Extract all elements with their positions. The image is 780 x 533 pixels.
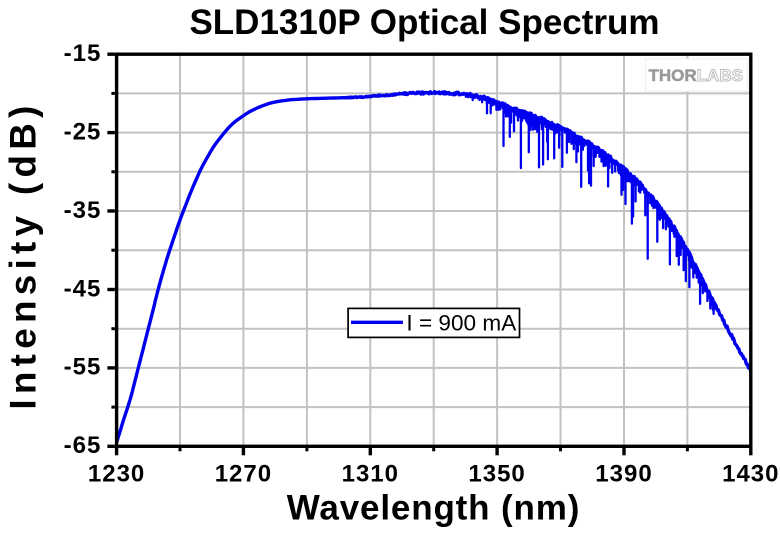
- svg-text:1390: 1390: [595, 461, 652, 488]
- svg-text:1270: 1270: [215, 461, 272, 488]
- svg-text:-15: -15: [64, 40, 102, 67]
- svg-text:1430: 1430: [722, 461, 779, 488]
- svg-text:Wavelength (nm): Wavelength (nm): [287, 488, 580, 527]
- svg-text:1230: 1230: [88, 461, 145, 488]
- svg-text:1310: 1310: [342, 461, 399, 488]
- svg-text:-55: -55: [64, 354, 102, 381]
- svg-text:-25: -25: [64, 118, 102, 145]
- svg-text:SLD1310P Optical Spectrum: SLD1310P Optical Spectrum: [189, 3, 659, 42]
- svg-text:-65: -65: [64, 432, 102, 459]
- svg-text:1350: 1350: [468, 461, 525, 488]
- svg-text:THORLABS: THORLABS: [649, 66, 743, 85]
- svg-text:-35: -35: [64, 197, 102, 224]
- svg-text:I = 900 mA: I = 900 mA: [406, 311, 517, 336]
- svg-text:-45: -45: [64, 275, 102, 302]
- svg-text:Intensity (dB): Intensity (dB): [3, 100, 44, 409]
